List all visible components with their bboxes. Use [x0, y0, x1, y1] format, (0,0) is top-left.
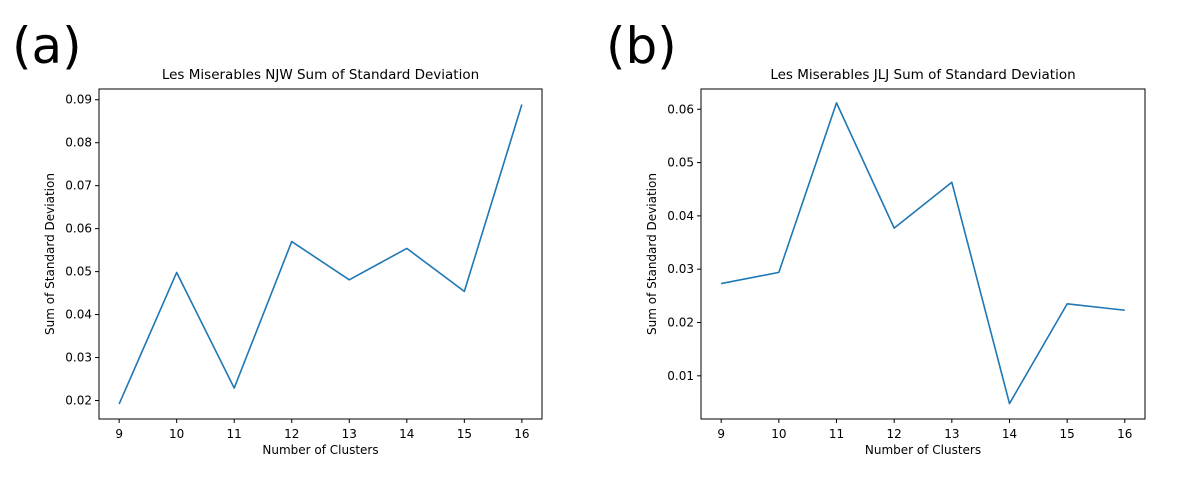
chart-b-ytick-label: 0.04 — [667, 209, 694, 223]
chart-b-xtick-label: 11 — [829, 427, 844, 441]
chart-b-x-axis-label: Number of Clusters — [865, 443, 981, 457]
chart-a-plot-frame — [98, 88, 543, 420]
chart-a-xtick-label: 14 — [399, 427, 414, 441]
chart-a-ytick-label: 0.06 — [65, 222, 92, 236]
chart-b-xtick-label: 9 — [717, 427, 725, 441]
chart-b-xtick-label: 15 — [1060, 427, 1075, 441]
chart-b-y-axis-label: Sum of Standard Deviation — [645, 173, 659, 335]
chart-b-title: Les Miserables JLJ Sum of Standard Devia… — [770, 67, 1075, 83]
chart-a-ytick-label: 0.02 — [65, 394, 92, 408]
chart-a-panel-letter: (a) — [12, 17, 82, 75]
chart-a-xtick-label: 15 — [457, 427, 472, 441]
chart-b-series-line — [721, 102, 1125, 405]
chart-b-xtick-label: 16 — [1117, 427, 1132, 441]
chart-a-series-line — [118, 104, 523, 405]
chart-a-xtick-label: 11 — [227, 427, 242, 441]
chart-b-xtick-label: 12 — [887, 427, 902, 441]
chart-a-xtick-label: 10 — [169, 427, 184, 441]
chart-a-xtick-label: 16 — [514, 427, 529, 441]
chart-a-ytick-label: 0.07 — [65, 179, 92, 193]
chart-b-ytick-label: 0.06 — [667, 102, 694, 116]
chart-b-xtick-label: 10 — [771, 427, 786, 441]
chart-b-xtick-label: 14 — [1002, 427, 1017, 441]
chart-a-ytick-label: 0.08 — [65, 136, 92, 150]
chart-b-ytick-label: 0.01 — [667, 369, 694, 383]
chart-a-xtick-label: 13 — [342, 427, 357, 441]
chart-a-ytick-label: 0.05 — [65, 265, 92, 279]
chart-a-xtick-label: 12 — [284, 427, 299, 441]
chart-b-ytick-label: 0.02 — [667, 316, 694, 330]
chart-a-ytick-label: 0.09 — [65, 93, 92, 107]
chart-b-ytick-label: 0.05 — [667, 156, 694, 170]
chart-a: (a) Les Miserables NJW Sum of Standard De… — [12, 17, 543, 457]
chart-b-plot-frame — [700, 88, 1146, 420]
chart-b-ytick-label: 0.03 — [667, 262, 694, 276]
chart-a-ytick-label: 0.03 — [65, 351, 92, 365]
chart-a-x-axis-label: Number of Clusters — [262, 443, 378, 457]
chart-a-xtick-label: 9 — [115, 427, 123, 441]
chart-a-title: Les Miserables NJW Sum of Standard Devia… — [162, 67, 479, 83]
chart-b: (b) Les Miserables JLJ Sum of Standard De… — [606, 17, 1146, 457]
chart-b-xtick-label: 13 — [944, 427, 959, 441]
chart-a-y-axis-label: Sum of Standard Deviation — [43, 173, 57, 335]
chart-b-panel-letter: (b) — [606, 17, 677, 75]
chart-a-ytick-label: 0.04 — [65, 308, 92, 322]
